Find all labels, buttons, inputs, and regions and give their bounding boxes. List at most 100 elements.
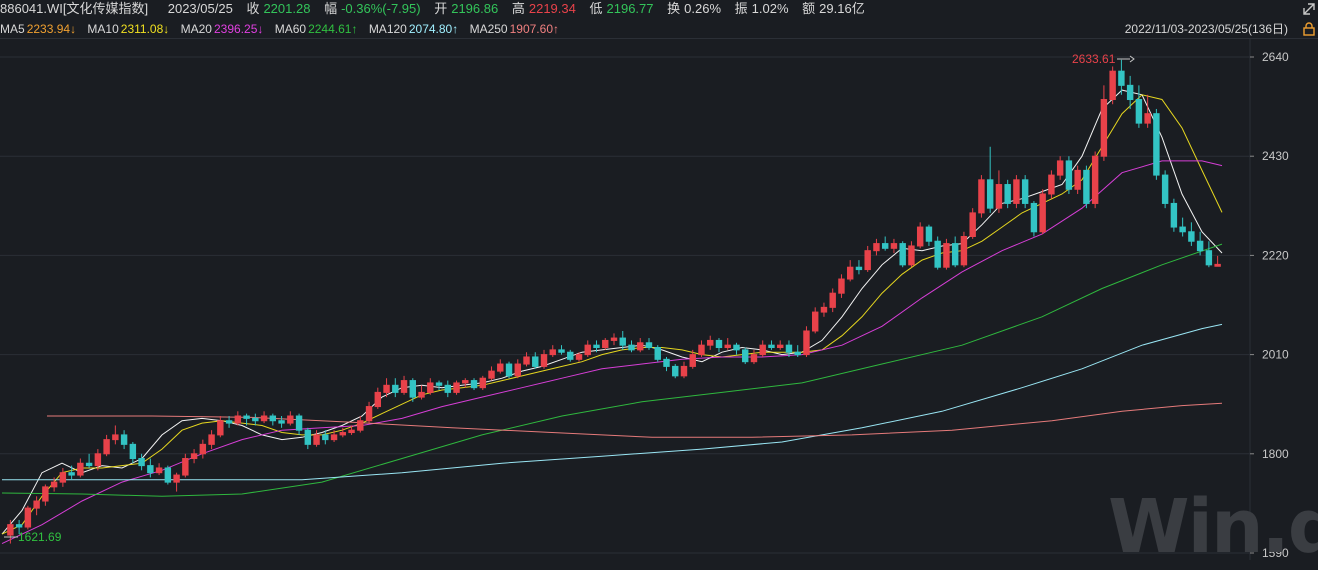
y-tick-label: 2640 [1262, 50, 1289, 64]
candle-body [1065, 160, 1073, 190]
lock-icon[interactable] [1302, 22, 1316, 36]
candle-body [50, 481, 58, 488]
candle-body [715, 339, 723, 349]
ma60-label: MA60 [274, 22, 307, 36]
candle-body [330, 434, 338, 441]
candle-body [1196, 240, 1204, 252]
high-label: 高 [511, 1, 525, 16]
ma60-line [1, 243, 1223, 497]
candle-body [497, 363, 504, 372]
amount-label: 额 [802, 1, 816, 16]
candle-body [85, 462, 93, 467]
candle-body [260, 415, 268, 422]
candle-body [777, 344, 784, 349]
candle-body [1021, 179, 1029, 204]
y-tick-label: 2430 [1262, 149, 1289, 163]
candle-body [803, 330, 810, 356]
candle-body [785, 344, 793, 353]
candle-body [811, 311, 819, 332]
candle-body [514, 363, 521, 377]
candle-body [934, 240, 941, 268]
candle-body [225, 420, 233, 424]
turnover-value: 0.26% [684, 1, 722, 16]
close-value: 2201.28 [263, 1, 311, 16]
candle-body [969, 212, 976, 238]
candle-body [1135, 99, 1143, 124]
candle-body [1188, 231, 1195, 242]
candle-body [322, 434, 329, 441]
ma20-line [1, 160, 1223, 545]
candle-body [68, 472, 75, 476]
open-label: 开 [434, 1, 448, 16]
candle-body [208, 434, 215, 445]
candle-body [409, 380, 417, 398]
candle-body [94, 453, 102, 467]
candle-body [357, 420, 364, 431]
candle-body [427, 382, 434, 393]
candle-body [1004, 184, 1011, 204]
candle-body [628, 344, 635, 351]
candle-body [1109, 70, 1116, 101]
candle-body [190, 453, 198, 460]
candle-body [1013, 179, 1020, 204]
candle-body [733, 344, 740, 351]
candle-body [829, 292, 836, 308]
candle-body [462, 380, 469, 384]
ma10-line [1, 94, 1223, 535]
quote-date: 2023/05/25 [167, 1, 233, 16]
candle-body [287, 415, 294, 424]
kline-chart[interactable]: 2640 2430 2220 2010 1800 1590 2633.61 1621.69 [0, 39, 1318, 560]
amount-value: 29.16亿 [819, 1, 865, 16]
close-label: 收 [246, 1, 260, 16]
candle-body [1161, 174, 1169, 204]
candle-body [1214, 263, 1221, 267]
candle-body [680, 365, 688, 377]
candle-body [24, 507, 32, 528]
candle-body [418, 391, 425, 398]
high-arrowhead [1129, 55, 1135, 63]
candle-body [995, 184, 1003, 209]
candle-body [820, 306, 828, 313]
quote-header: 886041.WI[文化传媒指数] 2023/05/25 收 2201.28 幅-… [0, 0, 1318, 18]
candle-body [1118, 70, 1125, 86]
candle-body [593, 344, 600, 349]
candle-body [1153, 113, 1160, 176]
ma120-value: 2074.80↑ [408, 22, 459, 36]
candle-body [365, 406, 373, 422]
candle-body [234, 415, 242, 424]
candle-body [1091, 155, 1099, 204]
candle-body [890, 243, 898, 249]
ma120-line [2, 323, 1223, 481]
candle-body [610, 337, 618, 341]
candle-body [199, 443, 207, 455]
index-code[interactable]: 886041.WI[文化传媒指数] [0, 1, 149, 16]
candle-body [505, 363, 513, 377]
candle-body [1126, 84, 1134, 101]
low-value: 2196.77 [606, 1, 654, 16]
ma-legend: MA5 2233.94↓ MA10 2311.08↓ MA20 2396.25↓ MA… [0, 20, 1318, 38]
candle-body [619, 337, 626, 346]
ma10-value: 2311.08↓ [120, 22, 170, 36]
date-range[interactable]: 2022/11/03-2023/05/25(136日) [1124, 22, 1288, 36]
candle-body [759, 344, 766, 356]
candle-body [383, 384, 390, 393]
candle-body [532, 356, 539, 367]
candle-body [575, 354, 583, 360]
candle-body [435, 382, 443, 386]
candle-body [147, 465, 154, 474]
grid [0, 39, 1251, 560]
candle-body [243, 415, 250, 419]
candle-body [400, 380, 408, 393]
candle-body [672, 365, 679, 377]
candle-body [470, 380, 478, 389]
candle-body [479, 377, 486, 389]
candle-body [689, 354, 696, 367]
candle-body [846, 266, 854, 280]
candle-body [313, 434, 320, 445]
ma-lines [1, 89, 1223, 545]
candle-body [663, 358, 670, 367]
candle-body [707, 339, 714, 346]
annotations: 2633.61 1621.69 [4, 52, 1135, 544]
expand-icon[interactable] [1302, 2, 1316, 16]
candle-body [558, 349, 565, 353]
